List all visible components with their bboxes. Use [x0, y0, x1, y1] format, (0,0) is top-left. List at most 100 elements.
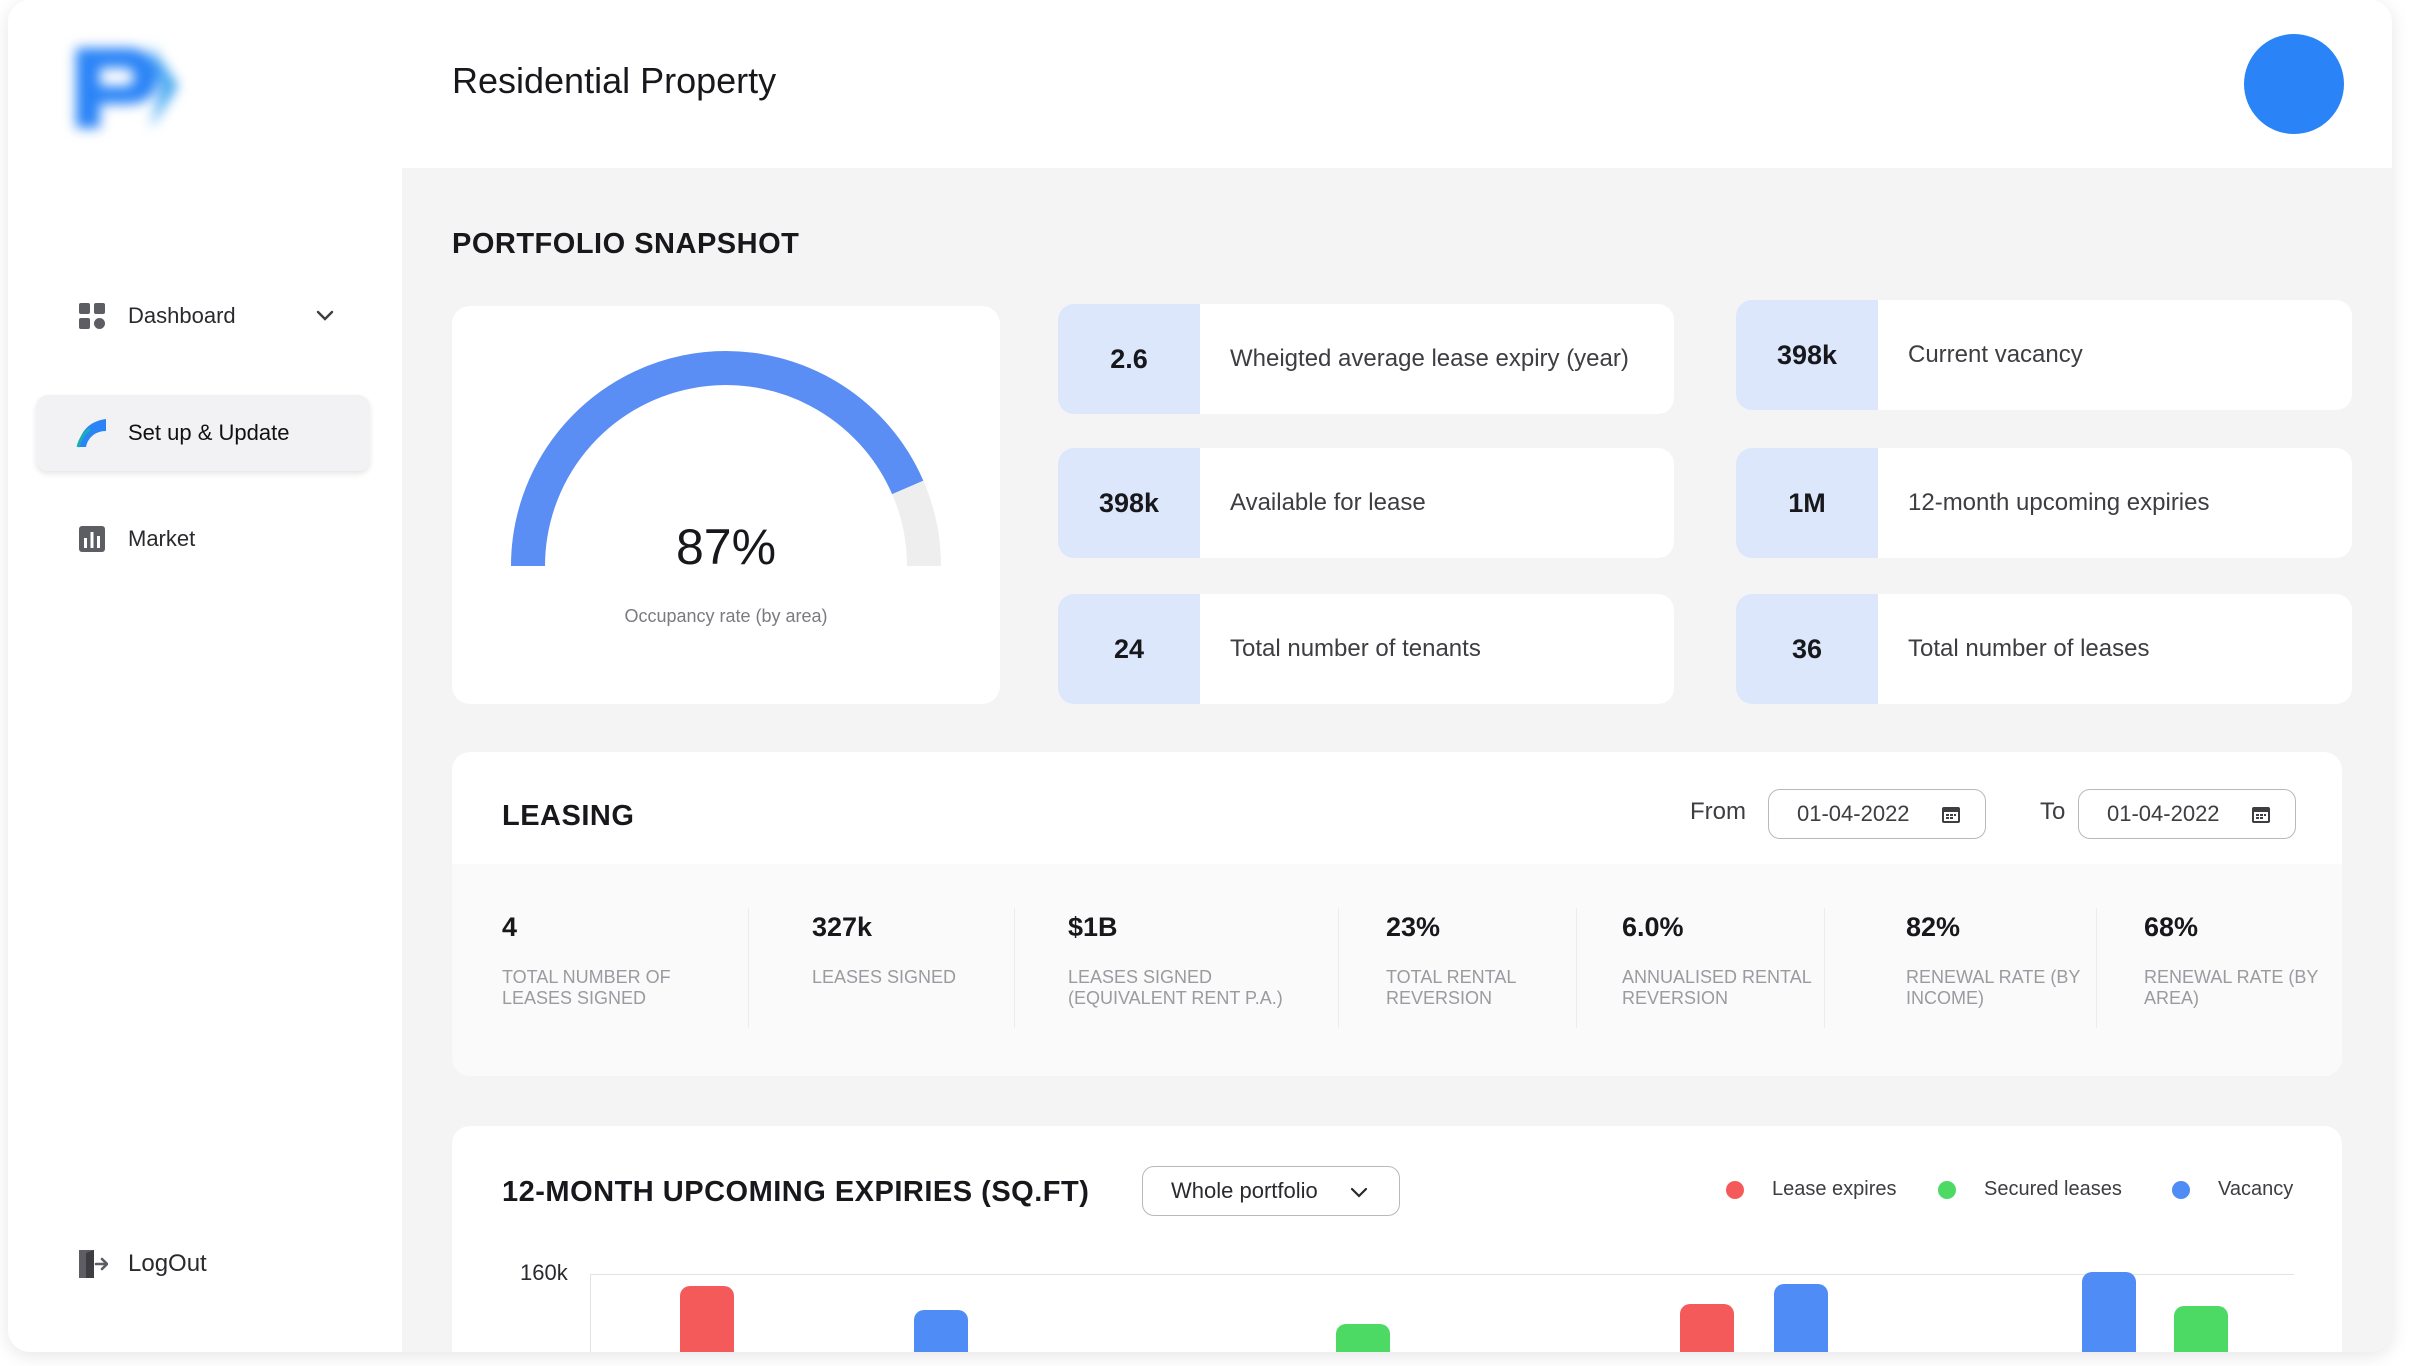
- stat-current-vacancy: 398k Current vacancy: [1736, 300, 2352, 410]
- to-label: To: [2040, 798, 2066, 825]
- bar-vacancy[interactable]: [1774, 1284, 1828, 1352]
- metric-renewal-rate-income: 82% RENEWAL RATE (BY INCOME): [1906, 912, 2086, 1009]
- leasing-metrics: 4 TOTAL NUMBER OF LEASES SIGNED 327k LEA…: [452, 864, 2342, 1076]
- stat-value: 24: [1058, 594, 1200, 704]
- calendar-icon[interactable]: [2251, 804, 2271, 830]
- stat-available-for-lease: 398k Available for lease: [1058, 448, 1674, 558]
- metric-label: LEASES SIGNED (EQUIVALENT RENT P.A.): [1068, 967, 1283, 1008]
- from-date-input[interactable]: 01-04-2022: [1768, 789, 1986, 839]
- chevron-down-icon[interactable]: [314, 304, 336, 332]
- legend-label: Secured leases: [1984, 1178, 2122, 1200]
- gauge-fill: [511, 351, 924, 567]
- metric-divider: [1338, 908, 1339, 1028]
- leaf-icon: [76, 417, 108, 449]
- stat-label: 12-month upcoming expiries: [1908, 489, 2210, 516]
- sidebar-item-market[interactable]: Market: [36, 501, 370, 577]
- from-date-value: 01-04-2022: [1797, 801, 1910, 826]
- legend-label: Vacancy: [2218, 1178, 2294, 1200]
- legend-dot-blue: [2172, 1180, 2190, 1199]
- metric-divider: [1824, 908, 1825, 1028]
- to-date-value: 01-04-2022: [2107, 801, 2220, 826]
- grid-icon: [76, 300, 108, 332]
- metric-divider: [2096, 908, 2097, 1028]
- metric-value: 6.0%: [1622, 912, 1684, 942]
- metric-annualised-rental-reversion: 6.0% ANNUALISED RENTAL REVERSION: [1622, 912, 1812, 1009]
- legend-secured-leases: Secured leases: [1938, 1178, 2122, 1201]
- stat-value: 36: [1736, 594, 1878, 704]
- metric-label: LEASES SIGNED: [812, 967, 957, 987]
- leasing-title: LEASING: [502, 800, 635, 832]
- stat-label: Available for lease: [1230, 489, 1426, 516]
- legend-dot-green: [1938, 1180, 1956, 1199]
- stat-label: Wheigted average lease expiry (year): [1230, 345, 1629, 372]
- from-label: From: [1690, 798, 1746, 825]
- y-axis: [590, 1274, 591, 1352]
- metric-total-rental-reversion: 23% TOTAL RENTAL REVERSION: [1386, 912, 1576, 1009]
- legend-dot-red: [1726, 1180, 1744, 1199]
- portfolio-select[interactable]: Whole portfolio: [1142, 1166, 1400, 1216]
- metric-total-leases-signed: 4 TOTAL NUMBER OF LEASES SIGNED: [502, 912, 722, 1009]
- calendar-icon[interactable]: [1941, 804, 1961, 830]
- sidebar: Dashboard Set up & Update: [8, 0, 402, 1352]
- sidebar-item-label: Dashboard: [128, 303, 236, 328]
- sidebar-item-label: Set up & Update: [128, 420, 290, 445]
- metric-label: RENEWAL RATE (BY AREA): [2144, 967, 2319, 1008]
- occupancy-value: 87%: [675, 519, 777, 575]
- metric-leases-signed: 327k LEASES SIGNED: [812, 912, 1012, 988]
- occupancy-gauge: [511, 351, 941, 567]
- stat-total-leases: 36 Total number of leases: [1736, 594, 2352, 704]
- metric-value: 68%: [2144, 912, 2199, 942]
- metric-value: 82%: [1906, 912, 1961, 942]
- upcoming-expiries-title: 12-MONTH UPCOMING EXPIRIES (SQ.FT): [502, 1176, 1090, 1208]
- legend-vacancy: Vacancy: [2172, 1178, 2293, 1201]
- avatar[interactable]: [2244, 34, 2344, 134]
- bar-chart-icon: [76, 523, 108, 555]
- app-window: Dashboard Set up & Update: [8, 0, 2392, 1352]
- sidebar-item-dashboard[interactable]: Dashboard: [36, 278, 370, 354]
- metric-divider: [1014, 908, 1015, 1028]
- metric-label: RENEWAL RATE (BY INCOME): [1906, 967, 2081, 1008]
- stat-label: Current vacancy: [1908, 341, 2083, 368]
- portfolio-select-value: Whole portfolio: [1171, 1178, 1318, 1203]
- logout-label: LogOut: [128, 1250, 207, 1277]
- legend-lease-expires: Lease expires: [1726, 1178, 1897, 1201]
- bar-secured-leases[interactable]: [1336, 1324, 1390, 1352]
- occupancy-label: Occupancy rate (by area): [624, 606, 828, 626]
- stat-value: 2.6: [1058, 304, 1200, 414]
- stat-value: 1M: [1736, 448, 1878, 558]
- legend-label: Lease expires: [1772, 1178, 1897, 1200]
- stat-label: Total number of leases: [1908, 635, 2150, 662]
- metric-value: 4: [502, 912, 518, 942]
- bar-secured-leases[interactable]: [2174, 1306, 2228, 1352]
- bar-vacancy[interactable]: [914, 1310, 968, 1352]
- gridline-top: [590, 1274, 2294, 1275]
- upcoming-expiries-card: 12-MONTH UPCOMING EXPIRIES (SQ.FT) Whole…: [452, 1126, 2342, 1352]
- stat-wale: 2.6 Wheigted average lease expiry (year): [1058, 304, 1674, 414]
- bar-vacancy[interactable]: [2082, 1272, 2136, 1352]
- bar-lease-expires[interactable]: [1680, 1304, 1734, 1352]
- sidebar-item-setup-update[interactable]: Set up & Update: [36, 395, 370, 471]
- metric-divider: [1576, 908, 1577, 1028]
- stat-total-tenants: 24 Total number of tenants: [1058, 594, 1674, 704]
- stat-upcoming-expiries: 1M 12-month upcoming expiries: [1736, 448, 2352, 558]
- y-tick-label: 160k: [520, 1260, 568, 1285]
- stat-value: 398k: [1058, 448, 1200, 558]
- occupancy-gauge-card: 87% Occupancy rate (by area): [452, 306, 1000, 704]
- leasing-card: LEASING From 01-04-2022 To 01-04-2022 4 …: [452, 752, 2342, 1076]
- metric-label: TOTAL NUMBER OF LEASES SIGNED: [502, 967, 671, 1008]
- chevron-down-icon: [1349, 1183, 1369, 1209]
- to-date-input[interactable]: 01-04-2022: [2078, 789, 2296, 839]
- logout-button[interactable]: LogOut: [36, 1226, 370, 1302]
- metric-label: TOTAL RENTAL REVERSION: [1386, 967, 1516, 1008]
- top-header: Residential Property: [402, 0, 2392, 168]
- metric-divider: [748, 908, 749, 1028]
- metric-leases-signed-rent: $1B LEASES SIGNED (EQUIVALENT RENT P.A.): [1068, 912, 1318, 1009]
- metric-value: 327k: [812, 912, 873, 942]
- sidebar-item-label: Market: [128, 526, 196, 551]
- page-title: Residential Property: [452, 60, 777, 101]
- bar-lease-expires[interactable]: [680, 1286, 734, 1352]
- metric-value: 23%: [1386, 912, 1441, 942]
- logout-icon: [76, 1248, 109, 1280]
- metric-label: ANNUALISED RENTAL REVERSION: [1622, 967, 1812, 1008]
- brand-logo: [76, 44, 178, 128]
